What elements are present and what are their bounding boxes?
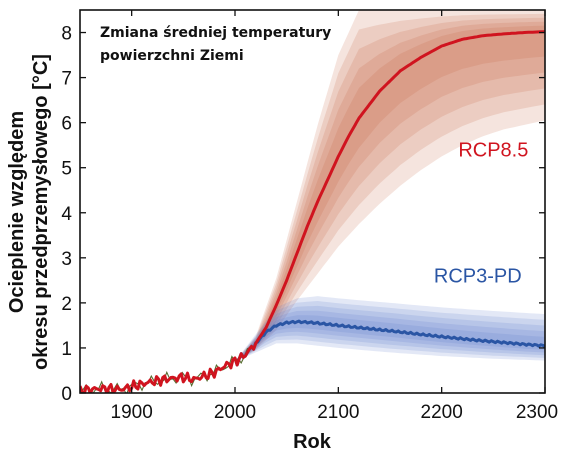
rcp3pd-band-2 bbox=[235, 305, 545, 362]
rcp85-band-1 bbox=[235, 13, 545, 362]
x-tick-label: 2300 bbox=[516, 402, 558, 423]
y-axis-ticks: 0 1 2 3 4 5 6 7 8 bbox=[61, 24, 545, 405]
y-axis-label-line-1: Ocieplenie względem bbox=[6, 111, 28, 313]
y-tick-label: 6 bbox=[61, 114, 72, 135]
y-tick-label: 4 bbox=[61, 204, 72, 225]
rcp3pd-band-4 bbox=[235, 315, 545, 362]
y-tick-label: 1 bbox=[61, 339, 72, 360]
y-tick-label: 2 bbox=[61, 294, 72, 315]
x-tick-label: 2000 bbox=[214, 402, 256, 423]
rcp85-band-0 bbox=[235, 10, 545, 362]
y-tick-label: 0 bbox=[61, 384, 72, 405]
chart-title-line-1: Zmiana średniej temperatury bbox=[100, 25, 331, 41]
plot-frame bbox=[79, 9, 546, 394]
rcp85-band-2 bbox=[235, 17, 545, 362]
series-annotations: RCP8.5 RCP3-PD bbox=[434, 139, 528, 287]
annotation-rcp3-pd: RCP3-PD bbox=[434, 266, 522, 288]
y-tick-label: 8 bbox=[61, 24, 72, 45]
x-axis-label: Rok bbox=[293, 431, 332, 453]
y-tick-label: 5 bbox=[61, 159, 72, 180]
rcp3pd-band-0 bbox=[235, 296, 545, 362]
x-tick-label: 2100 bbox=[317, 402, 359, 423]
x-axis-ticks: 1900 2000 2100 2200 2300 bbox=[111, 10, 558, 423]
y-tick-label: 3 bbox=[61, 249, 72, 270]
chart-title-line-2: powierzchni Ziemi bbox=[100, 48, 244, 64]
x-tick-label: 2200 bbox=[421, 402, 463, 423]
rcp85-median-line bbox=[80, 30, 545, 393]
x-tick-label: 1900 bbox=[111, 402, 153, 423]
y-axis-label-line-2: okresu przedprzemysłowego [°C] bbox=[30, 54, 52, 370]
y-tick-label: 7 bbox=[61, 69, 72, 90]
rcp3pd-median-line bbox=[233, 319, 545, 367]
annotation-rcp8-5: RCP8.5 bbox=[458, 139, 528, 161]
uncertainty-bands bbox=[235, 10, 545, 362]
series-lines bbox=[80, 30, 545, 393]
